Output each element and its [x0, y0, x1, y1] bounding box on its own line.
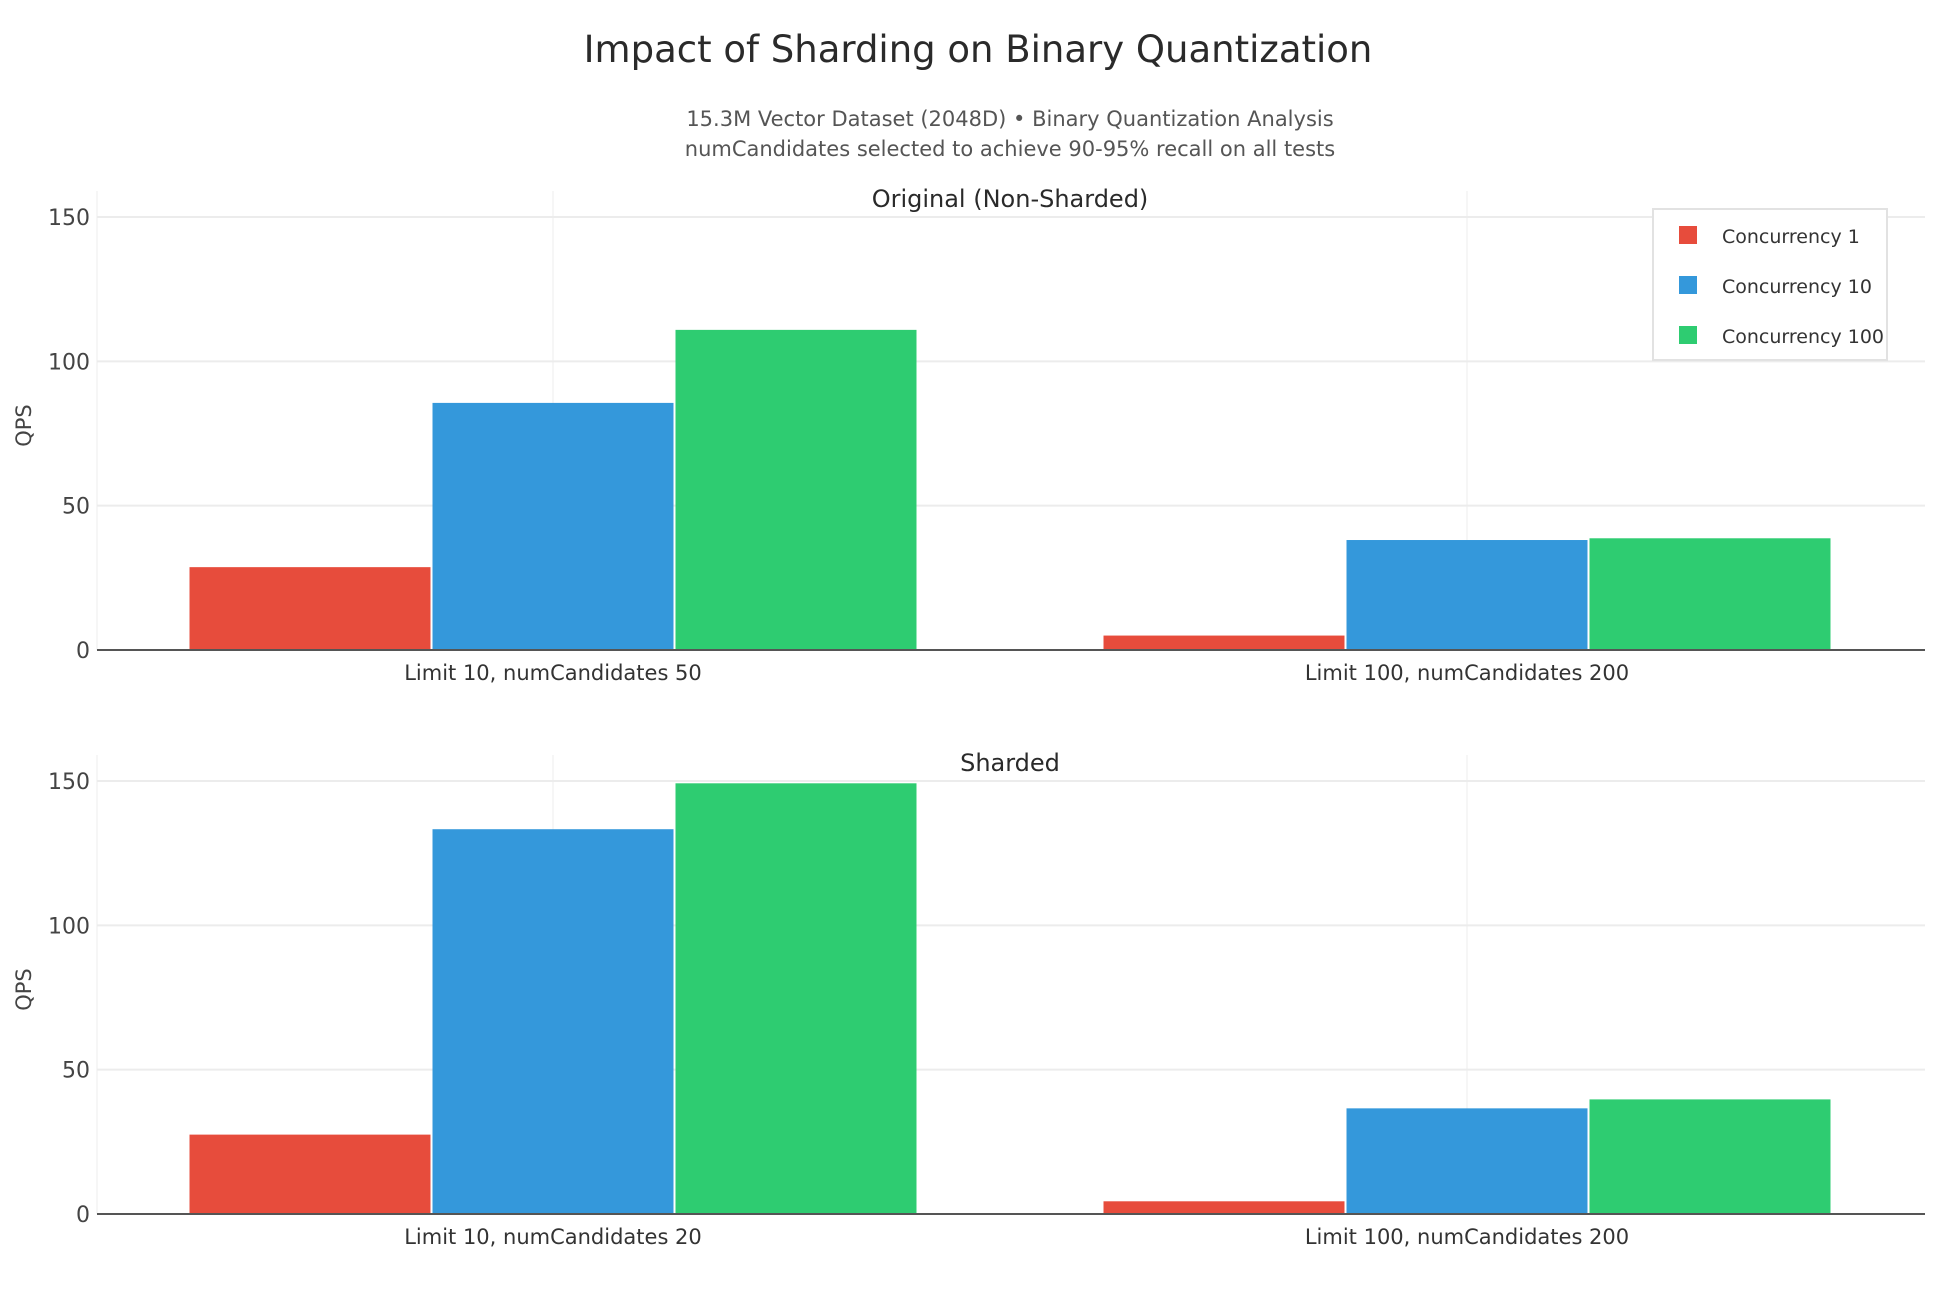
legend-swatch — [1679, 276, 1697, 294]
legend-label: Concurrency 100 — [1722, 326, 1884, 348]
legend-swatch — [1679, 326, 1697, 344]
chart-subtitle-line-1: 15.3M Vector Dataset (2048D) • Binary Qu… — [686, 107, 1334, 131]
legend-swatch — [1679, 226, 1697, 244]
chart-subtitle-line-2: numCandidates selected to achieve 90-95%… — [684, 137, 1336, 161]
chart-title: Impact of Sharding on Binary Quantizatio… — [583, 28, 1373, 71]
legend-label: Concurrency 1 — [1722, 226, 1860, 248]
bar — [675, 329, 917, 650]
y-tick-label: 0 — [76, 639, 90, 664]
y-tick-label: 50 — [62, 1059, 90, 1084]
bar — [1589, 538, 1831, 650]
y-tick-label: 50 — [62, 495, 90, 520]
bar — [432, 402, 674, 650]
x-tick-label: Limit 100, numCandidates 200 — [1305, 1225, 1629, 1249]
y-tick-label: 100 — [48, 350, 90, 375]
y-tick-label: 150 — [48, 206, 90, 231]
subplot-title: Sharded — [960, 749, 1060, 777]
x-tick-label: Limit 10, numCandidates 20 — [404, 1225, 702, 1249]
bar — [432, 829, 674, 1214]
y-tick-label: 0 — [76, 1203, 90, 1228]
bar — [1346, 540, 1588, 650]
subplot-2: 0 50 100 150 QPS Sharded Limit 10, numCandidat… — [12, 749, 1925, 1249]
x-tick-label: Limit 100, numCandidates 200 — [1305, 661, 1629, 685]
bar — [1103, 635, 1345, 650]
y-axis-label: QPS — [12, 968, 36, 1011]
bar — [1103, 1201, 1345, 1214]
legend: Concurrency 1 Concurrency 10 Concurrency 1… — [1652, 208, 1888, 361]
y-tick-label: 150 — [48, 770, 90, 795]
y-axis-label: QPS — [12, 404, 36, 447]
bar — [1589, 1099, 1831, 1214]
bar — [1346, 1108, 1588, 1214]
y-tick-label: 100 — [48, 914, 90, 939]
subplot-title: Original (Non-Sharded) — [872, 185, 1149, 213]
bar — [189, 567, 431, 650]
legend-label: Concurrency 10 — [1722, 276, 1872, 298]
bar — [675, 783, 917, 1214]
subplot-1: 0 50 100 150 QPS Original (Non-Sharded) Limit … — [12, 185, 1925, 685]
x-tick-label: Limit 10, numCandidates 50 — [404, 661, 702, 685]
bar — [189, 1134, 431, 1214]
